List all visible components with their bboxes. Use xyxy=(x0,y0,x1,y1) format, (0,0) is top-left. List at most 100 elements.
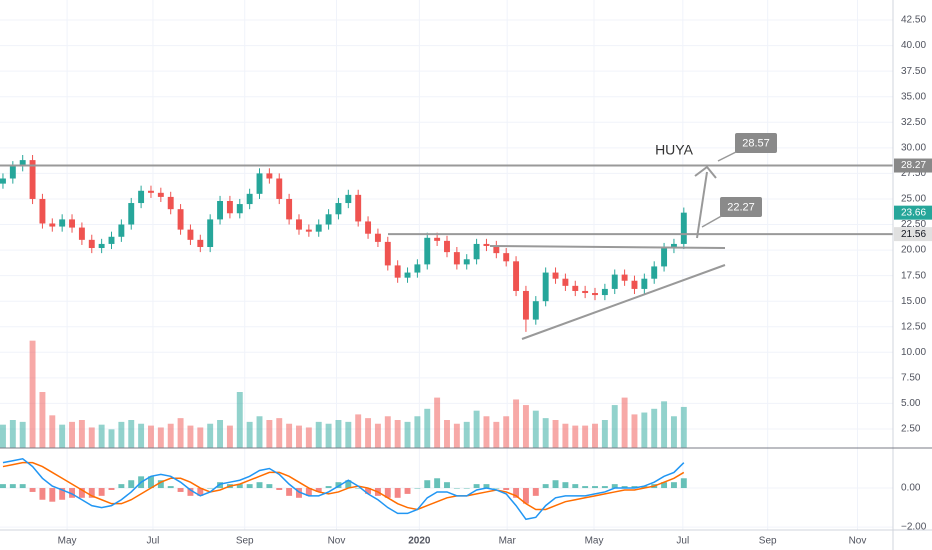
volume-bar xyxy=(562,423,569,448)
volume-bar xyxy=(128,420,135,448)
x-tick-label: Sep xyxy=(759,536,777,547)
volume-bar xyxy=(39,392,46,448)
volume-bar xyxy=(444,420,450,448)
candle-body xyxy=(483,243,490,246)
candle-body xyxy=(503,253,510,262)
volume-bar xyxy=(315,421,322,448)
candle-body xyxy=(621,274,628,281)
y-tick-label: 30.00 xyxy=(901,142,926,153)
x-tick-label: 2020 xyxy=(408,536,431,547)
macd-histogram-bar xyxy=(88,488,95,498)
candle-body xyxy=(207,219,214,248)
volume-bar xyxy=(542,418,549,448)
x-tick-label: May xyxy=(58,536,77,547)
macd-histogram-bar xyxy=(217,482,224,489)
x-tick-label: Sep xyxy=(236,536,254,547)
volume-bar xyxy=(118,421,125,448)
candle-body xyxy=(197,239,204,248)
macd-histogram-bar xyxy=(473,484,480,489)
volume-bar xyxy=(670,416,677,448)
volume-bar xyxy=(29,340,36,448)
volume-bar xyxy=(680,406,687,448)
candle-body xyxy=(552,272,559,279)
macd-histogram-bar xyxy=(0,484,6,489)
macd-histogram-bar xyxy=(335,482,342,489)
volume-bar xyxy=(325,423,332,448)
macd-histogram-bar xyxy=(167,486,174,489)
candle-body xyxy=(424,237,431,265)
macd-histogram-bar xyxy=(592,486,598,489)
arrow-head xyxy=(694,165,717,179)
macd-histogram-bar xyxy=(296,488,302,498)
candle-body xyxy=(88,239,95,249)
macd-histogram-bar xyxy=(483,484,490,489)
candle-body xyxy=(631,280,638,289)
macd-histogram-bar xyxy=(384,488,391,498)
macd-histogram-bar xyxy=(394,488,401,498)
macd-histogram-bar xyxy=(59,488,66,500)
candle-body xyxy=(78,227,85,240)
volume-bar xyxy=(177,418,184,448)
macd-histogram-bar xyxy=(621,486,628,489)
macd-histogram-bar xyxy=(463,488,470,489)
volume-bar xyxy=(503,416,510,448)
macd-histogram-bar xyxy=(78,488,85,498)
macd-histogram-bar xyxy=(108,488,115,490)
candle-body xyxy=(592,293,598,296)
x-tick-label: Jul xyxy=(676,536,689,547)
candle-body xyxy=(601,288,608,296)
candle-body xyxy=(542,272,549,302)
volume-layer xyxy=(0,340,687,448)
y-tick-label: 12.50 xyxy=(901,321,926,332)
macd-histogram-bar xyxy=(39,488,46,500)
macd-histogram-bar xyxy=(246,484,253,489)
x-tick-label: Nov xyxy=(328,536,346,547)
candle-body xyxy=(138,190,145,204)
volume-bar xyxy=(582,425,589,448)
volume-bar xyxy=(217,420,224,448)
candle-body xyxy=(148,190,154,193)
volume-bar xyxy=(59,424,66,448)
candle-body xyxy=(513,261,520,291)
candle-body xyxy=(39,198,46,224)
macd-histogram-bar xyxy=(661,482,668,489)
candle-body xyxy=(325,214,332,225)
candle-body xyxy=(296,219,302,230)
macd-histogram-bar xyxy=(542,484,549,489)
macd-tick-label: 0.00 xyxy=(901,483,921,494)
y-tick-label: 5.00 xyxy=(901,398,921,409)
candle-body xyxy=(217,200,224,220)
candle-body xyxy=(522,290,529,320)
volume-bar xyxy=(78,420,85,448)
candle-body xyxy=(414,264,421,273)
volume-bar xyxy=(69,421,75,448)
x-tick-label: May xyxy=(585,536,604,547)
macd-histogram-bar xyxy=(49,488,56,502)
candle-body xyxy=(128,203,135,225)
macd-histogram-bar xyxy=(572,484,579,489)
macd-histogram-bar xyxy=(128,480,135,489)
y-tick-label: 20.00 xyxy=(901,245,926,256)
callout-box xyxy=(735,133,777,153)
macd-histogram-bar xyxy=(434,478,441,489)
volume-bar xyxy=(226,425,233,448)
volume-bar xyxy=(473,410,480,448)
candle-body xyxy=(266,173,273,179)
candle-body xyxy=(187,229,194,240)
volume-bar xyxy=(641,412,648,448)
volume-bar xyxy=(522,405,529,448)
level-axis-label: 28.27 xyxy=(901,160,926,171)
macd-histogram-bar xyxy=(503,488,510,490)
volume-bar xyxy=(9,420,16,448)
volume-bar xyxy=(394,420,401,448)
candle-body xyxy=(345,194,352,204)
macd-histogram-bar xyxy=(256,482,263,489)
candle-body xyxy=(118,224,125,237)
y-tick-label: 27.50 xyxy=(901,168,926,179)
macd-layer xyxy=(0,457,687,521)
callout-box xyxy=(720,197,762,217)
y-tick-label: 15.00 xyxy=(901,296,926,307)
y-tick-label: 17.50 xyxy=(901,270,926,281)
candle-body xyxy=(246,193,253,205)
